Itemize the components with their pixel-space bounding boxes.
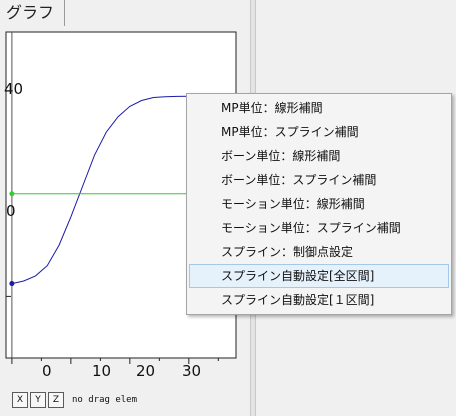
axis-y-button[interactable]: Y xyxy=(30,392,46,408)
control-point xyxy=(9,191,15,197)
spline-curve xyxy=(11,95,189,285)
x-tick-label: 20 xyxy=(136,362,156,380)
axis-buttons: X Y Z no drag elem xyxy=(12,392,137,408)
menu-item-bone-linear[interactable]: ボーン単位：線形補間 xyxy=(221,149,341,163)
menu-item-spline-control-points[interactable]: スプライン：制御点設定 xyxy=(221,245,354,259)
context-menu: MP単位：線形補間 MP単位：スプライン補間 ボーン単位：線形補間 ボーン単位：… xyxy=(186,93,452,315)
menu-item-spline-auto-one[interactable]: スプライン自動設定[１区間] xyxy=(221,293,375,307)
menu-item-bone-spline[interactable]: ボーン単位：スプライン補間 xyxy=(221,173,377,187)
status-text: no drag elem xyxy=(72,395,138,405)
tab-graph-label: グラフ xyxy=(6,3,55,22)
control-point xyxy=(9,281,15,287)
y-tick-label: 40 xyxy=(4,80,24,98)
axis-x-button[interactable]: X xyxy=(12,392,28,408)
menu-item-mp-linear[interactable]: MP単位：線形補間 xyxy=(221,101,323,115)
menu-item-motion-spline[interactable]: モーション単位：スプライン補間 xyxy=(221,221,401,235)
x-tick-label: 10 xyxy=(92,362,112,380)
tab-graph[interactable]: グラフ xyxy=(0,0,66,26)
x-tick-label: 30 xyxy=(182,362,202,380)
x-tick-label: 0 xyxy=(42,362,52,380)
y-tick-label: 0 xyxy=(6,202,16,220)
menu-item-spline-auto-all[interactable]: スプライン自動設定[全区間] xyxy=(189,264,449,288)
axis-z-button[interactable]: Z xyxy=(48,392,64,408)
menu-item-motion-linear[interactable]: モーション単位：線形補間 xyxy=(221,197,365,211)
menu-item-mp-spline[interactable]: MP単位：スプライン補間 xyxy=(221,125,359,139)
